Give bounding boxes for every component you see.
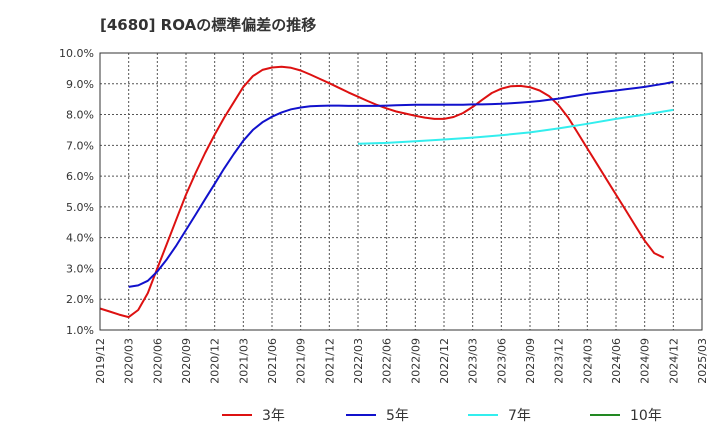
y-tick-label: 5.0% bbox=[66, 201, 94, 214]
y-tick-label: 9.0% bbox=[66, 78, 94, 91]
series-line-5年 bbox=[128, 80, 674, 288]
chart-title: [4680] ROAの標準偏差の推移 bbox=[100, 16, 316, 34]
grid bbox=[99, 52, 703, 331]
x-tick-label: 2024/06 bbox=[610, 338, 623, 384]
x-tick-label: 2019/12 bbox=[94, 338, 107, 384]
legend-label: 7年 bbox=[508, 408, 531, 424]
x-tick-label: 2021/09 bbox=[295, 338, 308, 384]
y-tick-label: 8.0% bbox=[66, 109, 94, 122]
x-tick-label: 2024/09 bbox=[639, 338, 652, 384]
x-tick-label: 2024/03 bbox=[581, 338, 594, 384]
x-tick-label: 2022/03 bbox=[352, 338, 365, 384]
plot-frame bbox=[99, 52, 703, 331]
x-tick-label: 2021/06 bbox=[266, 338, 279, 384]
x-tick-label: 2021/12 bbox=[323, 338, 336, 384]
x-tick-label: 2020/09 bbox=[180, 338, 193, 384]
x-tick-label: 2023/12 bbox=[553, 338, 566, 384]
x-tick-label: 2020/03 bbox=[123, 338, 136, 384]
legend-label: 3年 bbox=[262, 408, 285, 424]
series-lines bbox=[99, 65, 674, 319]
x-tick-label: 2023/03 bbox=[467, 338, 480, 384]
y-tick-label: 10.0% bbox=[59, 47, 94, 60]
x-tick-label: 2022/09 bbox=[409, 338, 422, 384]
series-line-3年 bbox=[99, 65, 665, 319]
y-tick-label: 2.0% bbox=[66, 293, 94, 306]
x-tick-label: 2023/06 bbox=[495, 338, 508, 384]
legend-label: 5年 bbox=[386, 408, 409, 424]
x-tick-label: 2022/06 bbox=[381, 338, 394, 384]
series-line-7年 bbox=[357, 108, 674, 145]
x-tick-label: 2024/12 bbox=[667, 338, 680, 384]
x-axis-ticks: 2019/12 2020/03 2020/06 2020/09 2020/12 2021/… bbox=[94, 338, 709, 384]
x-tick-label: 2022/12 bbox=[438, 338, 451, 384]
y-axis-ticks: 1.0% 2.0% 3.0% 4.0% 5.0% 6.0% 7.0% 8.0% 9.0% 10.0… bbox=[59, 47, 94, 337]
x-tick-label: 2021/03 bbox=[237, 338, 250, 384]
x-tick-label: 2020/12 bbox=[209, 338, 222, 384]
y-tick-label: 4.0% bbox=[66, 232, 94, 245]
x-tick-label: 2025/03 bbox=[696, 338, 709, 384]
y-tick-label: 1.0% bbox=[66, 324, 94, 337]
x-tick-label: 2020/06 bbox=[151, 338, 164, 384]
y-tick-label: 7.0% bbox=[66, 139, 94, 152]
legend: 3年 5年 7年 10年 bbox=[222, 408, 662, 424]
y-tick-label: 6.0% bbox=[66, 170, 94, 183]
x-tick-label: 2023/09 bbox=[524, 338, 537, 384]
legend-label: 10年 bbox=[630, 408, 662, 424]
y-tick-label: 3.0% bbox=[66, 262, 94, 275]
